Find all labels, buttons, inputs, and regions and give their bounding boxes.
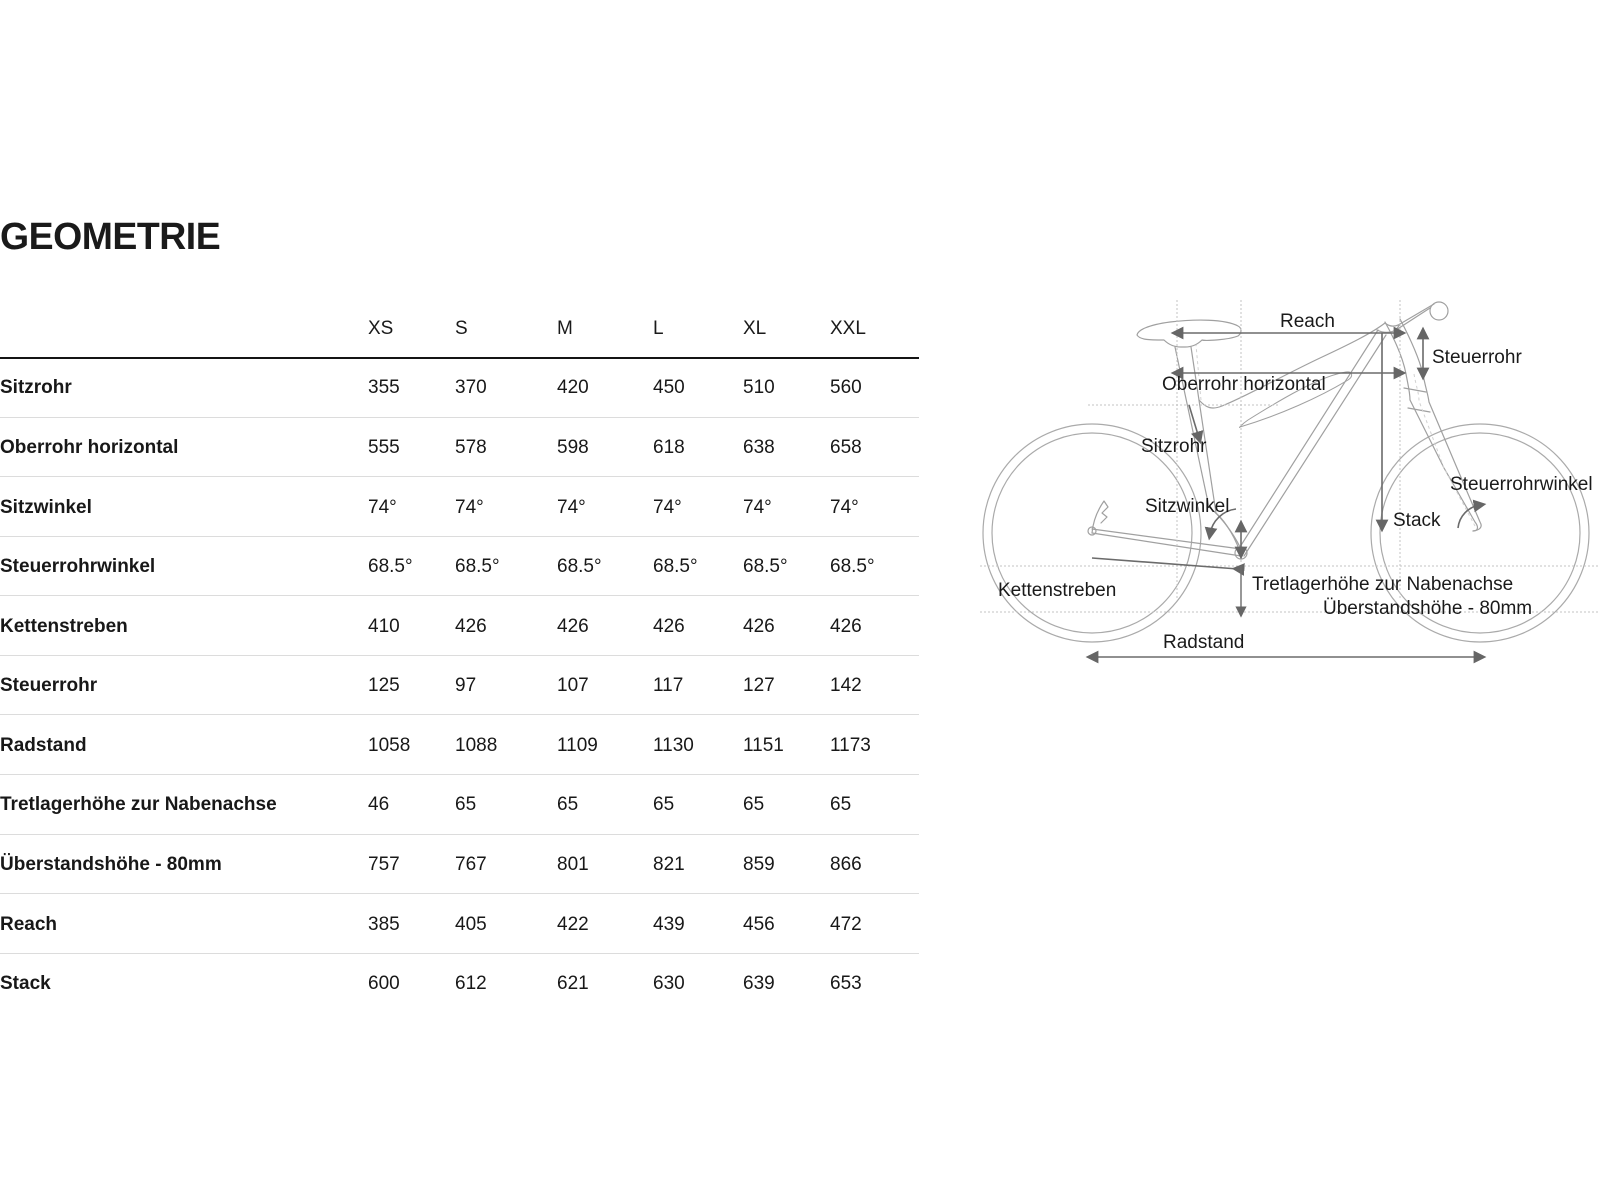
svg-text:Radstand: Radstand [1163, 632, 1244, 653]
svg-text:Sitzwinkel: Sitzwinkel [1145, 496, 1229, 517]
svg-text:Überstandshöhe - 80mm: Überstandshöhe - 80mm [1323, 598, 1532, 619]
svg-text:Steuerrohrwinkel: Steuerrohrwinkel [1450, 474, 1593, 495]
svg-text:Sitzrohr: Sitzrohr [1141, 436, 1207, 457]
svg-text:Steuerrohr: Steuerrohr [1432, 347, 1522, 368]
svg-text:Tretlagerhöhe zur Nabenachse: Tretlagerhöhe zur Nabenachse [1252, 574, 1513, 595]
svg-text:Reach: Reach [1280, 311, 1335, 332]
svg-text:Oberrohr horizontal: Oberrohr horizontal [1162, 374, 1326, 395]
svg-text:Stack: Stack [1393, 510, 1441, 531]
svg-text:Kettenstreben: Kettenstreben [998, 580, 1116, 601]
